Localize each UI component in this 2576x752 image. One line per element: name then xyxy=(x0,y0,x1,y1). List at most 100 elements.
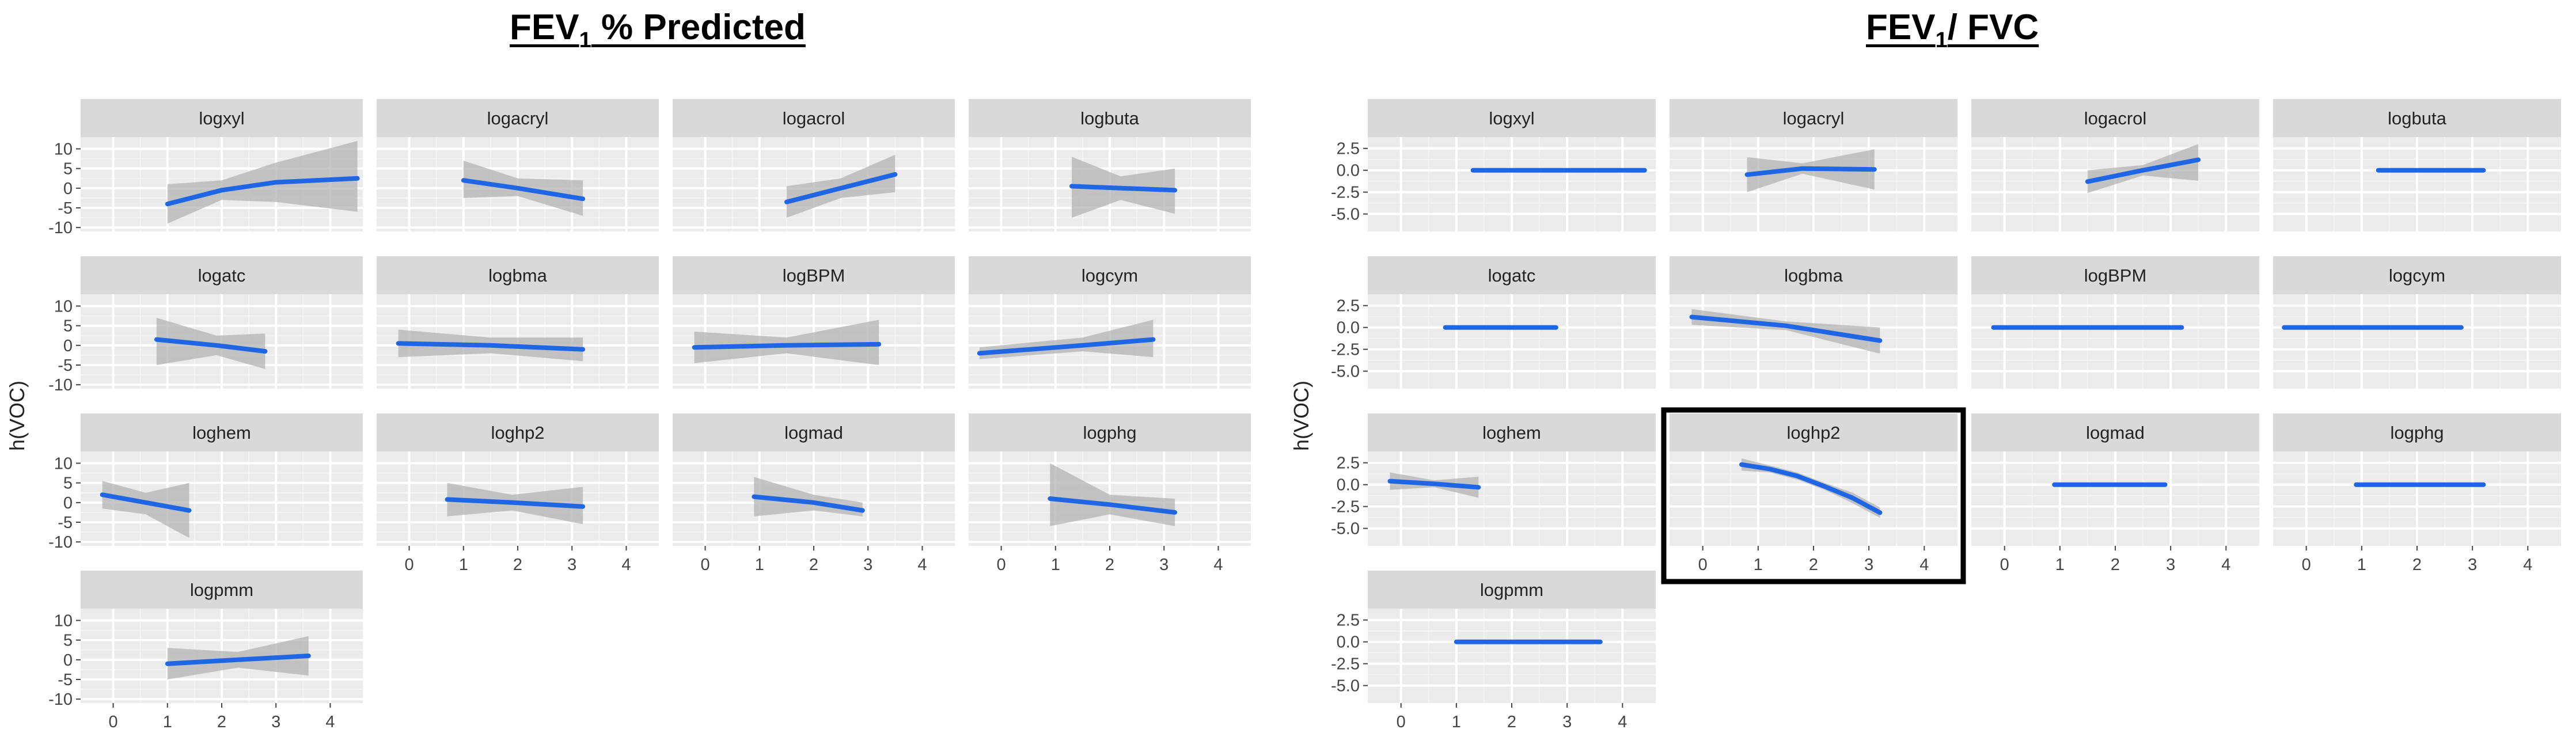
left-title-subscript: 1 xyxy=(579,28,591,52)
right-facet-loghem: loghem 2.5 0.0 -2.5 -5.0 xyxy=(1331,413,1656,546)
left-panel-title: FEV1 % Predicted xyxy=(510,7,806,52)
fitted-line xyxy=(784,172,898,204)
right-facet-logmad: logmad 0 1 2 3 4 xyxy=(1971,413,2259,574)
fitted-line xyxy=(1744,166,1877,177)
right-facet-logBPM: logBPM xyxy=(1971,256,2259,389)
x-tick-label: 3 xyxy=(567,556,576,574)
right-facet-logcym: logcym xyxy=(2273,256,2561,389)
facet-strip xyxy=(1670,256,1957,294)
facet-strip xyxy=(1368,413,1656,451)
facet-strip xyxy=(673,256,955,294)
facet-strip xyxy=(1971,256,2259,294)
confidence-band xyxy=(102,481,189,538)
facet-label: logbuta xyxy=(1080,108,1139,128)
facet-strip xyxy=(1368,99,1656,137)
y-tick-label: -5.0 xyxy=(1331,363,1360,381)
facet-strip xyxy=(81,413,363,451)
right-title-main: FEV xyxy=(1866,7,1936,47)
facet-label: loghp2 xyxy=(491,423,544,443)
y-tick-label: 0.0 xyxy=(1337,319,1360,337)
y-tick-label: -5 xyxy=(58,671,73,689)
facet-label: logcym xyxy=(1082,265,1138,286)
y-tick-label: 0.0 xyxy=(1337,633,1360,652)
facet-strip xyxy=(377,413,659,451)
facet-strip xyxy=(969,99,1251,137)
x-tick-label: 1 xyxy=(459,556,468,574)
y-tick-label: 2.5 xyxy=(1337,454,1360,473)
x-tick-label: 2 xyxy=(2111,556,2120,574)
fitted-line xyxy=(1048,496,1178,515)
fitted-line xyxy=(165,176,360,207)
left-title-main: FEV xyxy=(510,7,579,47)
facet-strip xyxy=(1971,99,2259,137)
fitted-line xyxy=(396,341,586,352)
right-facet-logbuta: logbuta xyxy=(2273,99,2561,231)
x-tick-label: 3 xyxy=(2166,556,2175,574)
x-tick-label: 4 xyxy=(1213,556,1223,574)
y-tick-label: 10 xyxy=(54,140,73,159)
x-tick-label: 2 xyxy=(809,556,818,574)
x-tick-label: 1 xyxy=(1754,556,1763,574)
y-tick-label: 0 xyxy=(63,494,73,512)
facet-strip xyxy=(673,99,955,137)
facet-label: logatc xyxy=(198,265,246,286)
x-tick-label: 0 xyxy=(700,556,710,574)
facet-label: logacryl xyxy=(487,108,549,128)
x-tick-label: 1 xyxy=(1452,713,1461,731)
facet-strip xyxy=(1670,413,1957,451)
left-facet-logbma: logbma xyxy=(377,256,659,389)
x-tick-label: 2 xyxy=(513,556,522,574)
facet-label: loghem xyxy=(192,423,251,443)
y-tick-label: 10 xyxy=(54,455,73,473)
fitted-line xyxy=(445,497,586,509)
y-tick-label: 5 xyxy=(63,632,73,650)
facet-strip xyxy=(969,413,1251,451)
x-tick-label: 1 xyxy=(1051,556,1060,574)
left-facet-logacryl: logacryl xyxy=(377,99,659,231)
highlight-frame xyxy=(1661,407,1966,584)
x-tick-label: 1 xyxy=(755,556,764,574)
right-facet-logatc: logatc 2.5 0.0 -2.5 -5.0 xyxy=(1331,256,1656,389)
facet-label: logpmm xyxy=(190,580,253,600)
y-tick-label: -2.5 xyxy=(1331,184,1360,202)
facet-label: logbma xyxy=(1784,265,1843,286)
y-tick-label: -10 xyxy=(48,219,73,237)
facet-strip xyxy=(1368,256,1656,294)
facet-strip xyxy=(2273,256,2561,294)
y-tick-label: 10 xyxy=(54,612,73,631)
facet-label: logBPM xyxy=(783,265,845,286)
left-facet-logbuta: logbuta xyxy=(969,99,1251,231)
facet-strip xyxy=(377,256,659,294)
facet-strip xyxy=(81,99,363,137)
x-tick-label: 4 xyxy=(2523,556,2532,574)
y-tick-label: 10 xyxy=(54,298,73,316)
x-tick-label: 2 xyxy=(2412,556,2422,574)
x-tick-label: 0 xyxy=(996,556,1006,574)
facet-label: logbuta xyxy=(2388,108,2446,128)
y-tick-label: 0 xyxy=(63,651,73,670)
right-panel-title: FEV1/ FVC xyxy=(1866,7,2039,52)
x-tick-label: 2 xyxy=(1507,713,1516,731)
facet-strip xyxy=(673,413,955,451)
y-tick-label: -5 xyxy=(58,514,73,532)
x-tick-label: 4 xyxy=(621,556,631,574)
facet-label: logacryl xyxy=(1783,108,1845,128)
y-tick-label: -5.0 xyxy=(1331,206,1360,224)
right-facet-logbma: logbma xyxy=(1670,256,1957,389)
x-tick-label: 2 xyxy=(1809,556,1818,574)
right-facet-logpmm: logpmm 2.5 0.0 -2.5 -5.0 0 1 2 3 4 xyxy=(1331,571,1656,731)
x-tick-label: 1 xyxy=(163,713,172,731)
facet-strip xyxy=(1368,571,1656,609)
confidence-band xyxy=(1742,458,1880,518)
right-ylabel: h(VOC) xyxy=(1289,381,1313,451)
confidence-band xyxy=(694,320,879,365)
left-facet-loghp2: loghp2 0 1 2 3 4 xyxy=(377,413,659,574)
fitted-line xyxy=(154,337,268,354)
y-tick-label: -5.0 xyxy=(1331,677,1360,696)
x-tick-label: 3 xyxy=(1864,556,1873,574)
